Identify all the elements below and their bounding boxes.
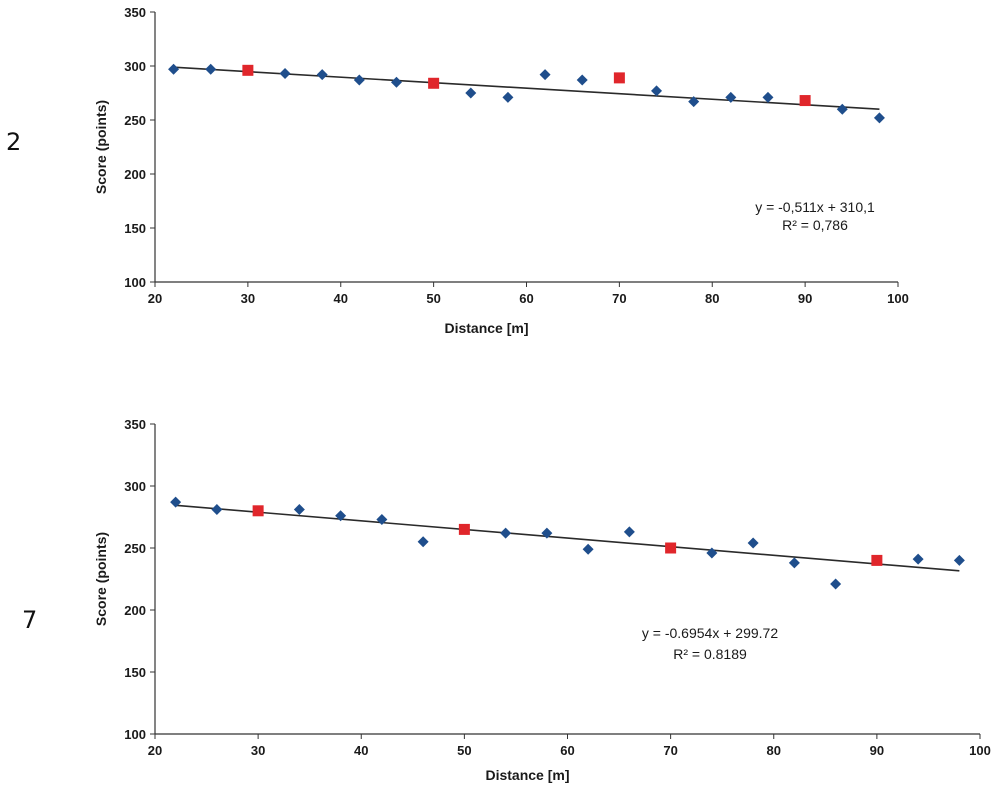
data-point-red-square: [458, 523, 470, 535]
data-point-blue-diamond: [279, 68, 291, 80]
y-tick-label: 250: [124, 113, 146, 128]
y-tick-label: 100: [124, 727, 146, 742]
x-tick-label: 90: [870, 743, 884, 758]
data-point-blue-diamond: [830, 578, 842, 590]
data-point-blue-diamond: [539, 69, 551, 81]
data-point-blue-diamond: [623, 526, 635, 538]
y-tick-label: 150: [124, 221, 146, 236]
x-tick-label: 60: [560, 743, 574, 758]
data-point-blue-diamond: [953, 554, 965, 566]
x-tick-label: 100: [969, 743, 991, 758]
data-point-red-square: [242, 64, 254, 76]
trendline-equation: y = -0,511x + 310,1: [755, 199, 875, 215]
data-point-blue-diamond: [912, 553, 924, 565]
data-point-blue-diamond: [417, 536, 429, 548]
data-point-blue-diamond: [353, 74, 365, 86]
data-point-blue-diamond: [211, 504, 223, 516]
x-tick-label: 80: [705, 291, 719, 306]
panel-label-2: 2: [6, 128, 22, 156]
data-point-blue-diamond: [316, 69, 328, 81]
x-tick-label: 100: [887, 291, 909, 306]
x-tick-label: 30: [251, 743, 265, 758]
data-point-red-square: [252, 505, 264, 517]
data-point-blue-diamond: [836, 103, 848, 115]
y-tick-label: 250: [124, 541, 146, 556]
y-tick-label: 300: [124, 479, 146, 494]
y-tick-label: 100: [124, 275, 146, 290]
data-point-blue-diamond: [335, 510, 347, 522]
x-tick-label: 80: [767, 743, 781, 758]
r-squared-value: R² = 0.8189: [673, 646, 747, 662]
data-point-red-square: [799, 95, 811, 107]
data-point-red-square: [665, 542, 677, 554]
y-axis-title: Score (points): [93, 532, 109, 626]
y-tick-label: 350: [124, 417, 146, 432]
x-tick-label: 20: [148, 291, 162, 306]
data-point-red-square: [613, 72, 625, 84]
data-point-blue-diamond: [376, 513, 388, 525]
data-point-red-square: [871, 554, 883, 566]
trendline: [173, 66, 880, 110]
data-point-blue-diamond: [651, 85, 663, 97]
data-point-blue-diamond: [502, 91, 514, 103]
data-point-blue-diamond: [788, 557, 800, 569]
data-point-blue-diamond: [390, 76, 402, 88]
data-point-blue-diamond: [465, 87, 477, 99]
trendline: [175, 504, 960, 572]
y-tick-label: 300: [124, 59, 146, 74]
data-point-blue-diamond: [576, 74, 588, 86]
data-point-blue-diamond: [725, 91, 737, 103]
panel-label-7: 7: [22, 606, 38, 634]
x-tick-label: 60: [519, 291, 533, 306]
x-tick-label: 50: [457, 743, 471, 758]
y-tick-label: 150: [124, 665, 146, 680]
y-tick-label: 200: [124, 603, 146, 618]
y-tick-label: 350: [124, 5, 146, 20]
x-axis-title: Distance [m]: [444, 320, 528, 336]
x-tick-label: 90: [798, 291, 812, 306]
data-point-blue-diamond: [706, 547, 718, 559]
trendline-equation: y = -0.6954x + 299.72: [642, 625, 778, 641]
r-squared-value: R² = 0,786: [782, 217, 848, 233]
x-tick-label: 70: [612, 291, 626, 306]
data-point-blue-diamond: [293, 504, 305, 516]
data-point-blue-diamond: [688, 96, 700, 108]
data-point-blue-diamond: [582, 543, 594, 555]
data-point-blue-diamond: [500, 527, 512, 539]
x-tick-label: 70: [663, 743, 677, 758]
x-tick-label: 20: [148, 743, 162, 758]
data-point-blue-diamond: [873, 112, 885, 124]
x-tick-label: 40: [354, 743, 368, 758]
data-point-blue-diamond: [762, 91, 774, 103]
x-tick-label: 30: [241, 291, 255, 306]
x-tick-label: 40: [334, 291, 348, 306]
data-point-red-square: [428, 77, 440, 89]
data-point-blue-diamond: [541, 527, 553, 539]
data-point-blue-diamond: [168, 63, 180, 75]
data-point-blue-diamond: [747, 537, 759, 549]
y-axis-title: Score (points): [93, 100, 109, 194]
y-tick-label: 200: [124, 167, 146, 182]
chart-1: 100 150 200 250 300 350 20 30 40 50 60 70 80 90 100 Dis…: [93, 5, 909, 336]
x-tick-label: 50: [426, 291, 440, 306]
data-point-blue-diamond: [205, 63, 217, 75]
x-axis-title: Distance [m]: [485, 767, 569, 783]
data-point-blue-diamond: [170, 496, 182, 508]
chart-2: 100 150 200 250 300 350 20 30 40 50 60 70 80 90 100 Dis…: [93, 417, 991, 783]
